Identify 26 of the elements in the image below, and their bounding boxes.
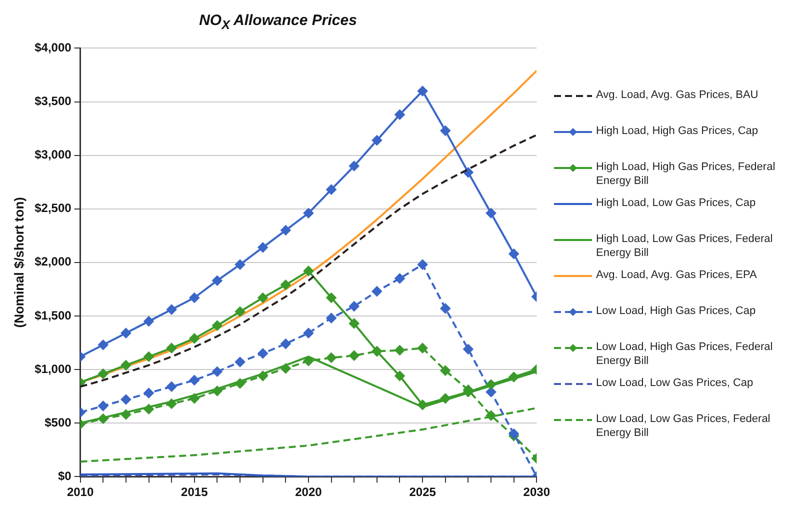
x-tick-label: 2015: [181, 485, 208, 500]
y-tick-label: $0: [58, 468, 72, 483]
x-tick-label: 2010: [66, 485, 94, 500]
legend-label: High Load, High Gas Prices, Cap: [596, 124, 758, 138]
x-tick-label: 2025: [409, 485, 436, 500]
legend-label: High Load, High Gas Prices, Federal Energy Bill: [596, 160, 776, 188]
y-tick-label: $500: [44, 415, 72, 430]
legend-label: Low Load, High Gas Prices, Federal Energy Bill: [596, 340, 774, 368]
y-tick-label: $1,000: [34, 362, 72, 376]
y-tick-label: $3,000: [34, 148, 72, 162]
y-tick-label: $3,500: [34, 94, 72, 108]
legend-label: Low Load, Low Gas Prices, Federal Energy Bill: [596, 412, 772, 440]
y-tick-label: $4,000: [34, 40, 72, 55]
legend-label: Low Load, High Gas Prices, Cap: [596, 304, 756, 318]
legend-label: Avg. Load, Avg. Gas Prices, BAU: [596, 88, 758, 102]
legend-label: High Load, Low Gas Prices, Cap: [596, 196, 756, 210]
y-tick-label: $1,500: [34, 308, 72, 322]
y-tick-label: $2,500: [34, 201, 72, 216]
x-tick-label: 2030: [523, 485, 550, 500]
y-tick-label: $2,000: [34, 254, 72, 269]
legend-label: Low Load, Low Gas Prices, Cap: [596, 376, 754, 390]
x-tick-label: 2020: [295, 485, 322, 500]
legend-label: Avg. Load, Avg. Gas Prices, EPA: [596, 268, 757, 282]
y-axis-title: (Nominal $/short ton): [11, 197, 26, 328]
legend-label: High Load, Low Gas Prices, Federal Energy Bill: [596, 232, 774, 260]
chart-title: NO$_{X}$ Allowance Prices: [198, 11, 358, 34]
